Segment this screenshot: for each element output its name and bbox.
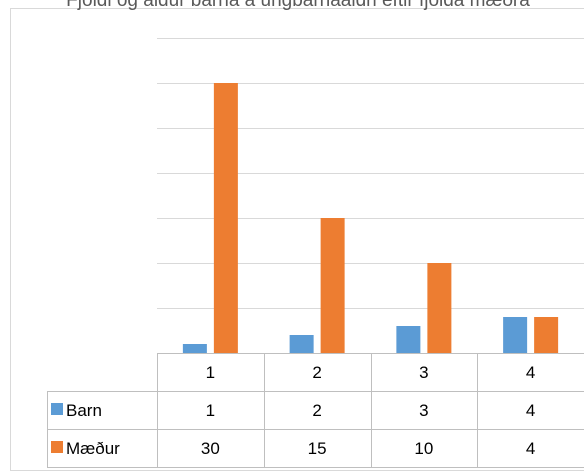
data-label: 4 <box>526 439 535 458</box>
bar-mur-2 <box>320 218 345 353</box>
legend-label: Barn <box>66 401 102 420</box>
bar-barn-4 <box>503 317 528 353</box>
bars <box>182 83 559 353</box>
chart-frame <box>10 8 584 471</box>
bar-barn-3 <box>396 326 421 353</box>
bar-barn-1 <box>182 344 207 353</box>
tick-label: 3 <box>419 363 428 382</box>
data-table: 1 2 3 4 Barn 1 2 3 4 Mæður 30 15 10 4 <box>47 353 584 468</box>
chart-title: Fjöldi og aldur barna á ungbarnaaldri ef… <box>66 0 530 11</box>
tick-label: 2 <box>312 363 321 382</box>
data-label: 3 <box>419 401 428 420</box>
bar-barn-2 <box>289 335 314 353</box>
legend-swatch <box>51 403 63 415</box>
tick-label: 1 <box>206 363 215 382</box>
legend-swatch <box>51 441 63 453</box>
data-label: 1 <box>206 401 215 420</box>
data-label: 15 <box>308 439 327 458</box>
data-label: 4 <box>526 401 535 420</box>
tick-label: 4 <box>526 363 535 382</box>
data-label: 30 <box>201 439 220 458</box>
legend-label: Mæður <box>66 439 120 458</box>
bar-mur-3 <box>427 263 452 353</box>
bar-mur-1 <box>213 83 238 353</box>
data-label: 10 <box>414 439 433 458</box>
data-label: 2 <box>312 401 321 420</box>
bar-mur-4 <box>534 317 559 353</box>
